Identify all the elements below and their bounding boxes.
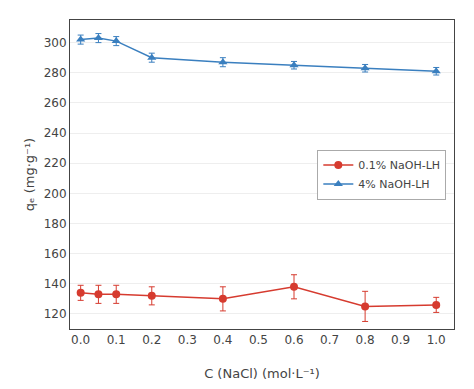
svg-text:120: 120	[44, 307, 67, 321]
svg-text:260: 260	[44, 96, 67, 110]
svg-text:0.5: 0.5	[249, 333, 268, 347]
svg-text:160: 160	[44, 247, 67, 261]
svg-text:140: 140	[44, 277, 67, 291]
svg-text:1.0: 1.0	[427, 333, 446, 347]
svg-text:200: 200	[44, 187, 67, 201]
svg-text:4% NaOH-LH: 4% NaOH-LH	[358, 178, 429, 191]
svg-text:0.7: 0.7	[320, 333, 339, 347]
svg-text:0.9: 0.9	[391, 333, 410, 347]
svg-text:0.1: 0.1	[107, 333, 126, 347]
svg-text:0.1% NaOH-LH: 0.1% NaOH-LH	[358, 159, 440, 172]
svg-text:0.2: 0.2	[142, 333, 161, 347]
svg-text:C (NaCl) (mol·L⁻¹): C (NaCl) (mol·L⁻¹)	[204, 366, 320, 381]
svg-text:0.0: 0.0	[71, 333, 90, 347]
svg-text:0.4: 0.4	[213, 333, 232, 347]
svg-text:0.3: 0.3	[178, 333, 197, 347]
svg-text:qₑ (mg·g⁻¹): qₑ (mg·g⁻¹)	[22, 138, 37, 211]
svg-text:180: 180	[44, 217, 67, 231]
svg-text:300: 300	[44, 36, 67, 50]
svg-text:220: 220	[44, 156, 67, 170]
svg-text:0.6: 0.6	[284, 333, 303, 347]
svg-text:280: 280	[44, 66, 67, 80]
svg-text:240: 240	[44, 126, 67, 140]
svg-text:0.8: 0.8	[356, 333, 375, 347]
